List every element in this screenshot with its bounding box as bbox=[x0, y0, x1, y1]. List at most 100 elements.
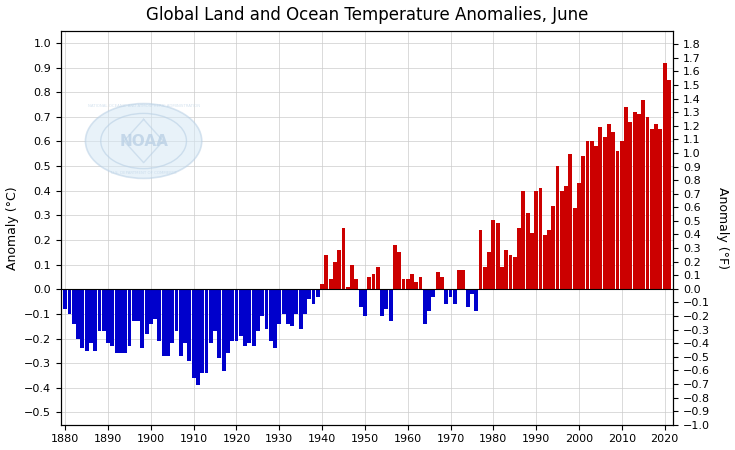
Bar bbox=[248, 289, 251, 343]
Bar bbox=[573, 208, 577, 289]
Bar bbox=[153, 289, 157, 319]
Bar bbox=[431, 289, 435, 297]
Bar bbox=[324, 255, 329, 289]
Bar bbox=[556, 166, 559, 289]
Bar bbox=[612, 132, 615, 289]
Bar bbox=[213, 289, 217, 331]
Bar bbox=[119, 289, 123, 353]
Bar bbox=[76, 289, 80, 338]
Bar bbox=[234, 289, 238, 341]
Bar bbox=[445, 289, 448, 304]
Bar bbox=[337, 250, 341, 289]
Bar bbox=[513, 257, 517, 289]
Bar bbox=[539, 188, 542, 289]
Bar bbox=[149, 289, 153, 324]
Bar bbox=[251, 289, 256, 346]
Bar bbox=[329, 279, 333, 289]
Bar bbox=[474, 289, 478, 311]
Bar bbox=[436, 272, 440, 289]
Bar bbox=[517, 228, 521, 289]
Bar bbox=[462, 270, 465, 289]
Bar bbox=[230, 289, 234, 341]
Bar bbox=[560, 191, 564, 289]
Bar bbox=[132, 289, 136, 321]
Y-axis label: Anomaly (°C): Anomaly (°C) bbox=[6, 186, 18, 270]
Bar bbox=[303, 289, 307, 314]
Bar bbox=[145, 289, 148, 333]
Bar bbox=[209, 289, 212, 343]
Bar bbox=[534, 191, 538, 289]
Bar bbox=[564, 186, 568, 289]
Bar bbox=[384, 289, 388, 309]
Bar bbox=[256, 289, 259, 331]
Text: U.S. DEPARTMENT OF COMMERCE: U.S. DEPARTMENT OF COMMERCE bbox=[111, 171, 176, 176]
Bar bbox=[509, 255, 512, 289]
Bar bbox=[616, 151, 620, 289]
Bar bbox=[260, 289, 264, 316]
Bar bbox=[542, 235, 547, 289]
Bar bbox=[183, 289, 187, 343]
Bar bbox=[136, 289, 140, 321]
Bar bbox=[333, 262, 337, 289]
Bar bbox=[222, 289, 226, 370]
Bar bbox=[530, 233, 534, 289]
Bar bbox=[204, 289, 209, 373]
Bar bbox=[187, 289, 191, 361]
Bar bbox=[243, 289, 247, 346]
Bar bbox=[478, 230, 482, 289]
Bar bbox=[376, 267, 380, 289]
Bar bbox=[504, 250, 508, 289]
Bar bbox=[80, 289, 85, 348]
Bar bbox=[295, 289, 298, 314]
Bar bbox=[397, 252, 401, 289]
Bar bbox=[85, 289, 89, 351]
Bar bbox=[659, 129, 662, 289]
Bar bbox=[427, 289, 431, 311]
Bar bbox=[500, 267, 503, 289]
Bar bbox=[637, 114, 641, 289]
Bar bbox=[568, 154, 573, 289]
Bar bbox=[581, 156, 585, 289]
Bar bbox=[218, 289, 221, 358]
Bar bbox=[175, 289, 179, 331]
Bar bbox=[667, 80, 671, 289]
Bar bbox=[470, 289, 474, 294]
Bar bbox=[483, 267, 487, 289]
Bar bbox=[603, 136, 606, 289]
Bar bbox=[598, 127, 602, 289]
Bar bbox=[115, 289, 118, 353]
Bar bbox=[406, 279, 409, 289]
Bar bbox=[448, 289, 453, 297]
Bar bbox=[342, 228, 345, 289]
Bar bbox=[495, 223, 500, 289]
Bar bbox=[269, 289, 273, 341]
Bar bbox=[551, 206, 555, 289]
Bar bbox=[128, 289, 132, 346]
Bar bbox=[110, 289, 114, 346]
Bar bbox=[265, 289, 268, 328]
Bar bbox=[346, 287, 350, 289]
Bar bbox=[102, 289, 106, 331]
Bar bbox=[93, 289, 97, 351]
Bar bbox=[466, 289, 470, 306]
Bar bbox=[72, 289, 76, 324]
Bar bbox=[526, 213, 529, 289]
Bar bbox=[521, 191, 526, 289]
Bar bbox=[492, 220, 495, 289]
Bar bbox=[354, 279, 358, 289]
Bar bbox=[633, 112, 637, 289]
Bar bbox=[196, 289, 200, 385]
Bar bbox=[607, 124, 611, 289]
Bar bbox=[628, 122, 632, 289]
Bar bbox=[162, 289, 165, 356]
Bar bbox=[320, 284, 324, 289]
Bar bbox=[380, 289, 384, 316]
Bar bbox=[123, 289, 127, 353]
Bar bbox=[290, 289, 294, 326]
Bar bbox=[273, 289, 277, 348]
Bar bbox=[410, 274, 414, 289]
Text: NATIONAL OCEANIC AND ATMOSPHERIC ADMINISTRATION: NATIONAL OCEANIC AND ATMOSPHERIC ADMINIS… bbox=[87, 104, 200, 108]
Bar bbox=[620, 141, 624, 289]
Bar bbox=[590, 141, 594, 289]
Bar bbox=[372, 274, 376, 289]
